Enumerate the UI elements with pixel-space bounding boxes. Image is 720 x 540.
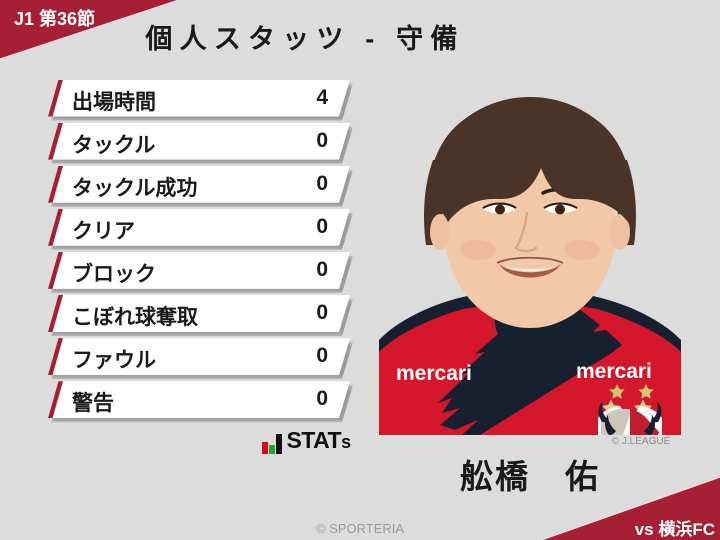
svg-text:mercari: mercari (396, 362, 472, 385)
svg-text:mercari: mercari (576, 360, 652, 383)
